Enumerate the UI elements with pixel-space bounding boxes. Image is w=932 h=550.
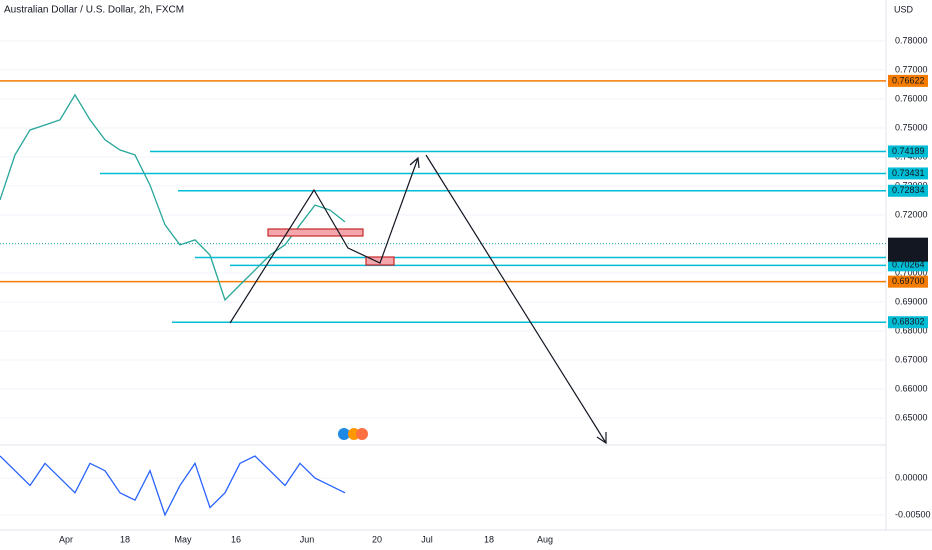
- x-tick-label: May: [174, 534, 192, 544]
- level-label-box: [888, 74, 928, 87]
- level-label-box: [888, 167, 928, 180]
- y-tick-label: 0.67000: [895, 354, 928, 364]
- y-tick-label: 0.77000: [895, 64, 928, 74]
- y-tick-label: 0.66000: [895, 383, 928, 393]
- x-tick-label: 20: [372, 534, 382, 544]
- x-tick-label: Jun: [300, 534, 315, 544]
- level-label: 0.70264: [892, 260, 925, 270]
- y-tick-label: 0.68000: [895, 325, 928, 335]
- currency-label: USD: [894, 4, 914, 14]
- zigzag: [229, 157, 419, 324]
- level-label: 0.69700: [892, 276, 925, 286]
- level-label-box: [888, 184, 928, 197]
- y-tick-label: 0.65000: [895, 412, 928, 422]
- level-label: 0.74189: [892, 146, 925, 156]
- y-tick-label: 0.75000: [895, 122, 928, 132]
- event-icons: [338, 428, 368, 440]
- level-label: 0.68302: [892, 317, 925, 327]
- chart-title: Australian Dollar / U.S. Dollar, 2h, FXC…: [4, 5, 184, 16]
- level-label-box: [888, 316, 928, 329]
- y-tick-label: 0.76000: [895, 93, 928, 103]
- x-tick-label: Apr: [59, 534, 73, 544]
- arrow-head: [596, 432, 607, 445]
- y-tick-label: 0.78000: [895, 35, 928, 45]
- price-line: [0, 93, 346, 302]
- last-price-box: [888, 237, 928, 262]
- countdown-label: 01:07:59: [892, 249, 927, 259]
- zone: [267, 228, 364, 237]
- drawings: [229, 154, 607, 445]
- x-tick-label: Jul: [421, 534, 433, 544]
- event-icon: [338, 428, 350, 440]
- y-tick-label: 0.00000: [895, 472, 928, 482]
- level-label-box: [888, 259, 928, 272]
- event-icon: [356, 428, 368, 440]
- y-tick-label: -0.00500: [895, 509, 931, 519]
- level-label: 0.73431: [892, 168, 925, 178]
- x-tick-label: 16: [231, 534, 241, 544]
- level-label-box: [888, 275, 928, 288]
- y-tick-label: 0.69000: [895, 296, 928, 306]
- x-tick-label: Aug: [537, 534, 553, 544]
- x-tick-label: 18: [120, 534, 130, 544]
- arrow-head: [409, 156, 420, 169]
- y-tick-label: 0.70000: [895, 267, 928, 277]
- x-tick-label: 18: [484, 534, 494, 544]
- y-tick-label: 0.72000: [895, 209, 928, 219]
- projection: [425, 154, 607, 444]
- last-price-label: 0.71011: [892, 238, 924, 248]
- level-label-box: [888, 145, 928, 158]
- level-label: 0.72834: [892, 185, 925, 195]
- zone: [365, 256, 395, 266]
- price-line: [0, 455, 346, 517]
- level-label: 0.76622: [892, 75, 925, 85]
